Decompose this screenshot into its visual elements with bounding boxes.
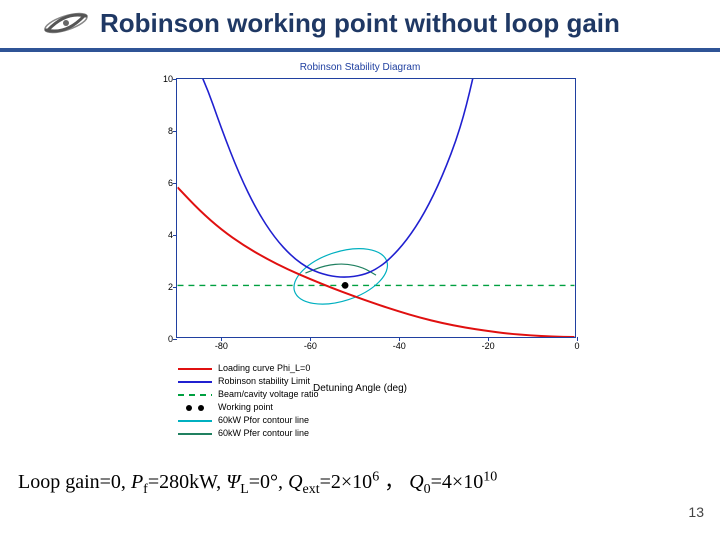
x-tick-label: -80 — [215, 341, 228, 351]
logo — [38, 6, 94, 40]
working-point-marker — [342, 282, 349, 289]
legend-item: 60kW Pfer contour line — [178, 427, 319, 440]
x-tick-mark — [488, 337, 489, 341]
psil-sub: L — [240, 482, 249, 497]
psil-val: =0°, — [249, 471, 288, 493]
y-tick-mark — [173, 183, 177, 184]
legend-label: Robinson stability Limit — [218, 375, 310, 388]
y-tick-label: 6 — [147, 178, 173, 188]
legend-item: Beam/cavity voltage ratio — [178, 388, 319, 401]
x-tick-label: 0 — [574, 341, 579, 351]
legend-item: 60kW Pfor contour line — [178, 414, 319, 427]
plot-area: 0246810-80-60-40-200 — [176, 78, 576, 338]
slide-root: Robinson working point without loop gain… — [0, 0, 720, 540]
legend-swatch — [178, 420, 212, 422]
pf-val: =280kW, — [148, 471, 226, 493]
q0-val: =4×10 — [431, 471, 484, 493]
chart: Robinson Stability Diagram Beam Loading … — [130, 60, 590, 450]
legend-swatch — [178, 433, 212, 435]
legend-label: Loading curve Phi_L=0 — [218, 362, 310, 375]
legend-item: Working point — [178, 401, 319, 414]
y-tick-mark — [173, 79, 177, 80]
y-tick-mark — [173, 235, 177, 236]
legend-swatch — [178, 405, 212, 411]
x-tick-mark — [310, 337, 311, 341]
y-tick-label: 0 — [147, 334, 173, 344]
qext-sub: ext — [303, 482, 320, 497]
caption-lead: Loop gain=0, — [18, 471, 131, 493]
x-tick-mark — [221, 337, 222, 341]
header: Robinson working point without loop gain — [0, 0, 720, 60]
caption: Loop gain=0, Pf=280kW, ΨL=0°, Qext=2×106… — [18, 465, 497, 498]
legend-swatch — [178, 368, 212, 370]
y-tick-label: 8 — [147, 126, 173, 136]
q0-exp: 10 — [483, 469, 497, 484]
chart-curves — [177, 79, 575, 337]
header-rule — [0, 48, 720, 52]
chart-title: Robinson Stability Diagram — [130, 62, 590, 73]
x-tick-mark — [577, 337, 578, 341]
legend-swatch — [178, 394, 212, 396]
y-tick-label: 10 — [147, 74, 173, 84]
qext-sym: Q — [288, 471, 302, 493]
legend-label: Working point — [218, 401, 273, 414]
x-tick-mark — [399, 337, 400, 341]
x-tick-label: -40 — [393, 341, 406, 351]
pf-sym: P — [131, 471, 143, 493]
slide-title: Robinson working point without loop gain — [100, 8, 620, 39]
page-number: 13 — [688, 504, 704, 520]
q0-sym: Q — [409, 471, 423, 493]
legend-item: Robinson stability Limit — [178, 375, 319, 388]
x-tick-label: -60 — [304, 341, 317, 351]
qext-val: =2×10 — [320, 471, 373, 493]
legend-item: Loading curve Phi_L=0 — [178, 362, 319, 375]
galaxy-icon — [38, 6, 94, 40]
psil-sym: Ψ — [226, 471, 240, 493]
legend-label: Beam/cavity voltage ratio — [218, 388, 319, 401]
caption-sep: ， — [379, 471, 409, 493]
legend-swatch — [178, 381, 212, 383]
y-tick-mark — [173, 131, 177, 132]
legend: Loading curve Phi_L=0Robinson stability … — [178, 362, 319, 440]
y-tick-label: 2 — [147, 282, 173, 292]
y-tick-mark — [173, 287, 177, 288]
y-tick-mark — [173, 339, 177, 340]
legend-label: 60kW Pfer contour line — [218, 427, 309, 440]
x-tick-label: -20 — [482, 341, 495, 351]
y-tick-label: 4 — [147, 230, 173, 240]
legend-label: 60kW Pfor contour line — [218, 414, 309, 427]
q0-sub: 0 — [424, 482, 431, 497]
